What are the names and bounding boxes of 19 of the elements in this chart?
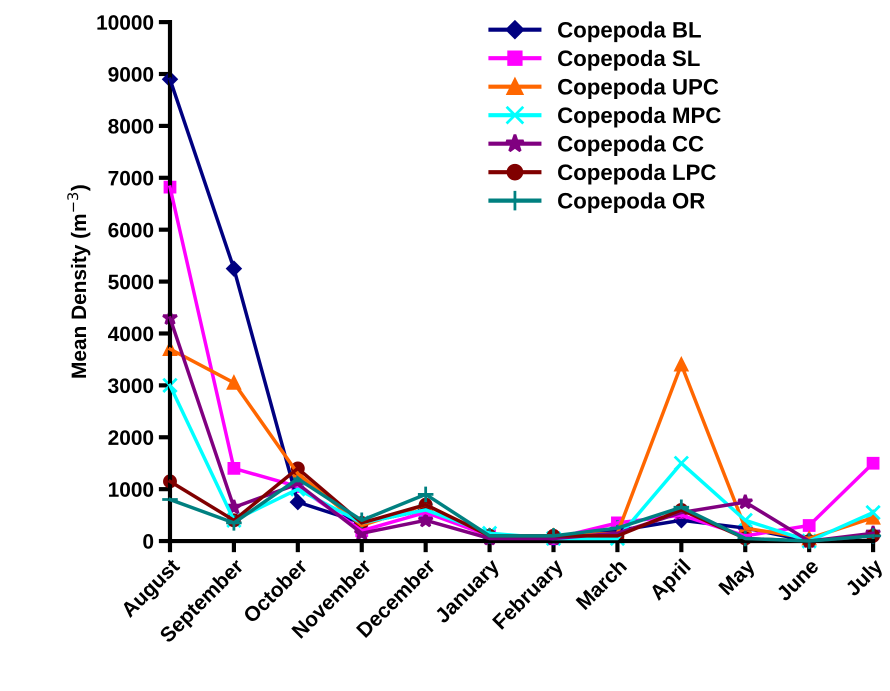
y-tick-label: 10000 bbox=[97, 15, 154, 30]
y-tick-label: 4000 bbox=[108, 326, 154, 342]
y-axis-title: Mean Density (m$^{−3}$) bbox=[67, 185, 90, 378]
legend-label: Copepoda OR bbox=[558, 192, 705, 214]
y-tick-label: 5000 bbox=[108, 274, 154, 290]
legend-label: Copepoda CC bbox=[558, 135, 704, 156]
y-tick-label: 1000 bbox=[108, 482, 154, 497]
legend-label: Copepoda BL bbox=[558, 21, 701, 42]
legend-label: Copepoda UPC bbox=[558, 78, 718, 100]
legend-label: Copepoda LPC bbox=[558, 164, 716, 185]
y-tick-label: 9000 bbox=[108, 67, 154, 82]
y-tick-label: 2000 bbox=[108, 430, 154, 446]
y-tick-label: 8000 bbox=[108, 118, 154, 134]
y-tick-label: 7000 bbox=[108, 170, 154, 186]
y-tick-label: 6000 bbox=[108, 222, 154, 238]
legend-label: Copepoda SL bbox=[558, 50, 700, 71]
legend-label: Copepoda MPC bbox=[558, 106, 721, 128]
y-tick-label: 0 bbox=[143, 534, 154, 549]
y-tick-label: 3000 bbox=[108, 378, 154, 394]
